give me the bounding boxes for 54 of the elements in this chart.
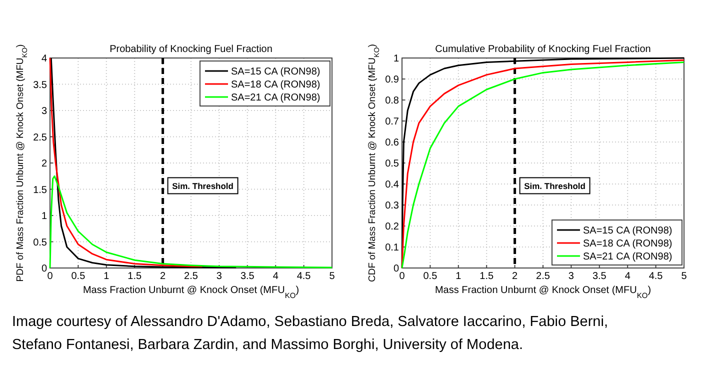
y-tick-label: 0.5 <box>33 237 48 248</box>
y-tick-label: 1 <box>41 211 48 222</box>
y-tick-label: 0.9 <box>385 74 400 86</box>
x-tick-label: 0.5 <box>423 271 438 282</box>
y-tick-label: 0.8 <box>385 96 400 106</box>
x-tick-label: 3 <box>568 271 574 282</box>
x-tick-label: 2.5 <box>536 271 550 282</box>
y-tick-label: 0 <box>41 264 48 274</box>
x-tick-label: 3 <box>216 271 222 282</box>
x-tick-label: 2 <box>512 271 518 282</box>
ref-line-label: Sim. Threshold <box>524 181 586 192</box>
x-tick-label: 1 <box>104 271 110 282</box>
chart-title: Probability of Knocking Fuel Fraction <box>110 44 272 55</box>
x-tick-label: 3.5 <box>240 271 255 282</box>
x-tick-label: 0.5 <box>71 271 86 282</box>
legend-label: SA=18 CA (RON98) <box>231 80 320 90</box>
x-axis-title: Mass Fraction Unburnt @ Knock Onset (MFU$_{KO}$) <box>434 285 652 300</box>
x-tick-label: 5 <box>329 271 336 282</box>
x-tick-label: 4 <box>624 271 631 282</box>
x-tick-label: 2.5 <box>184 271 198 282</box>
legend-label: SA=15 CA (RON98) <box>231 66 320 78</box>
x-tick-label: 4.5 <box>648 271 664 282</box>
line-series <box>49 175 333 269</box>
x-tick-label: 3.5 <box>592 271 607 282</box>
legend-label: SA=21 CA (RON98) <box>583 252 672 262</box>
y-tick-label: 2.5 <box>33 132 48 144</box>
x-tick-label: 4 <box>272 271 279 282</box>
text: Image courtesy of Alessandro D'Adamo, Sebastiano Breda, Salvatore Iaccarino, Fabio Berni, Stefano Fontanesi, Barbara Zardin, and Massimo Borghi, University of Modena. <box>12 314 608 353</box>
y-tick-label: 0.5 <box>385 158 400 170</box>
x-axis-title: Mass Fraction Unburnt @ Knock Onset (MFU$_{KO}$) <box>82 285 300 300</box>
y-tick-label: 4 <box>41 54 48 64</box>
chart-title: Cumulative Probability of Knocking Fuel Fraction <box>435 44 651 55</box>
y-tick-label: 0.7 <box>385 116 400 128</box>
y-tick-label: 0.6 <box>385 138 400 148</box>
x-tick-label: 2 <box>160 271 166 282</box>
x-tick-label: 4.5 <box>296 271 312 282</box>
x-tick-label: 1 <box>456 271 462 282</box>
legend-label: SA=18 CA (RON98) <box>583 238 672 250</box>
y-tick-label: 0.1 <box>385 242 400 254</box>
y-tick-label: 0.3 <box>385 200 400 212</box>
y-tick-label: 2 <box>41 158 48 170</box>
x-tick-label: 1.5 <box>128 271 142 282</box>
y-tick-label: 1.5 <box>33 184 48 196</box>
y-tick-label: 0 <box>393 264 400 274</box>
y-tick-label: 3 <box>41 106 48 117</box>
y-tick-label: 1 <box>393 54 400 64</box>
legend-label: SA=15 CA (RON98) <box>583 226 672 236</box>
x-tick-label: 5 <box>681 271 688 282</box>
y-tick-label: 0.4 <box>385 180 400 190</box>
legend-label: SA=21 CA (RON98) <box>231 92 320 104</box>
y-tick-label: 0.2 <box>385 222 400 232</box>
y-tick-label: 3.5 <box>33 80 48 91</box>
ref-line-label: Sim. Threshold <box>172 181 234 192</box>
x-tick-label: 1.5 <box>480 271 494 282</box>
